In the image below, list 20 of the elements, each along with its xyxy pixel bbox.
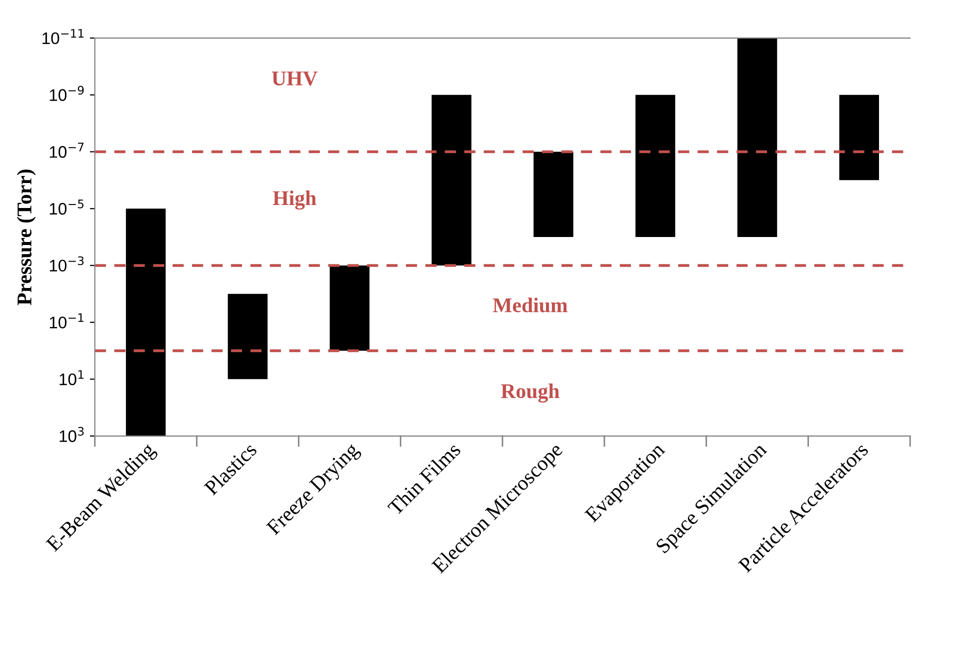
annotation: UHV [272, 72, 318, 86]
y-tick-label: 10$^{−11}$ [42, 29, 84, 44]
y-tick-label: 10$^{−3}$ [50, 256, 84, 272]
bar [534, 152, 574, 238]
annotation: Rough [501, 384, 560, 403]
bar [228, 294, 268, 380]
y-tick-label: 10$^{−5}$ [50, 200, 84, 215]
y-tick-label: 10$^{−7}$ [50, 142, 84, 158]
bar [432, 94, 472, 266]
bar [635, 94, 676, 238]
y-tick-label: 10$^{3}$ [60, 426, 84, 442]
bar [126, 208, 166, 436]
bar [330, 265, 370, 351]
y-tick-label: 10$^{1}$ [60, 370, 84, 386]
annotation: High [272, 190, 316, 210]
bar [839, 94, 880, 180]
y-tick-label: 10$^{−1}$ [50, 313, 84, 328]
y-axis-title: Pressure (Torr) [16, 170, 36, 306]
y-tick-label: 10$^{−9}$ [50, 86, 84, 101]
annotation: Medium [492, 298, 568, 312]
